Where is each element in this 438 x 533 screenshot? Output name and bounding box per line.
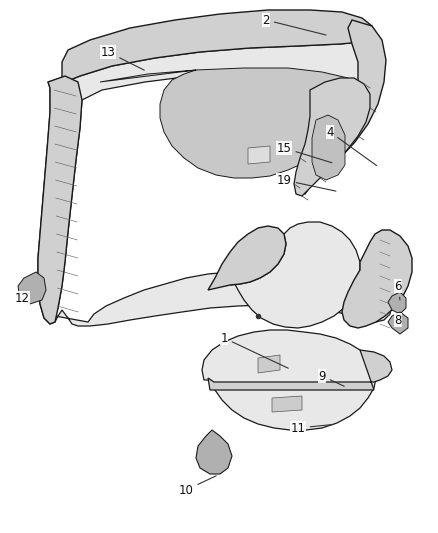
Polygon shape [18,272,46,304]
Polygon shape [312,115,345,180]
Polygon shape [300,20,386,194]
Polygon shape [100,68,360,178]
Text: 12: 12 [14,292,29,304]
Polygon shape [208,350,392,390]
Polygon shape [202,330,376,430]
Text: 19: 19 [276,174,336,191]
Text: 8: 8 [394,313,402,327]
Text: 6: 6 [394,279,402,300]
Polygon shape [62,10,372,82]
Polygon shape [272,396,302,412]
Text: 9: 9 [318,369,344,386]
Text: 2: 2 [262,13,326,35]
Polygon shape [208,226,286,290]
Text: 4: 4 [326,125,377,166]
Text: 13: 13 [101,45,144,70]
Polygon shape [388,312,408,334]
Polygon shape [248,146,270,164]
Polygon shape [388,292,406,314]
Polygon shape [196,430,232,474]
Text: 1: 1 [220,332,288,368]
Polygon shape [258,355,280,373]
Polygon shape [38,76,82,324]
Polygon shape [330,148,342,168]
Text: 15: 15 [276,141,332,163]
Text: 10: 10 [179,476,216,497]
Polygon shape [342,230,412,328]
Polygon shape [230,222,360,328]
Polygon shape [294,78,370,196]
Text: 11: 11 [290,422,334,434]
Polygon shape [38,38,392,326]
